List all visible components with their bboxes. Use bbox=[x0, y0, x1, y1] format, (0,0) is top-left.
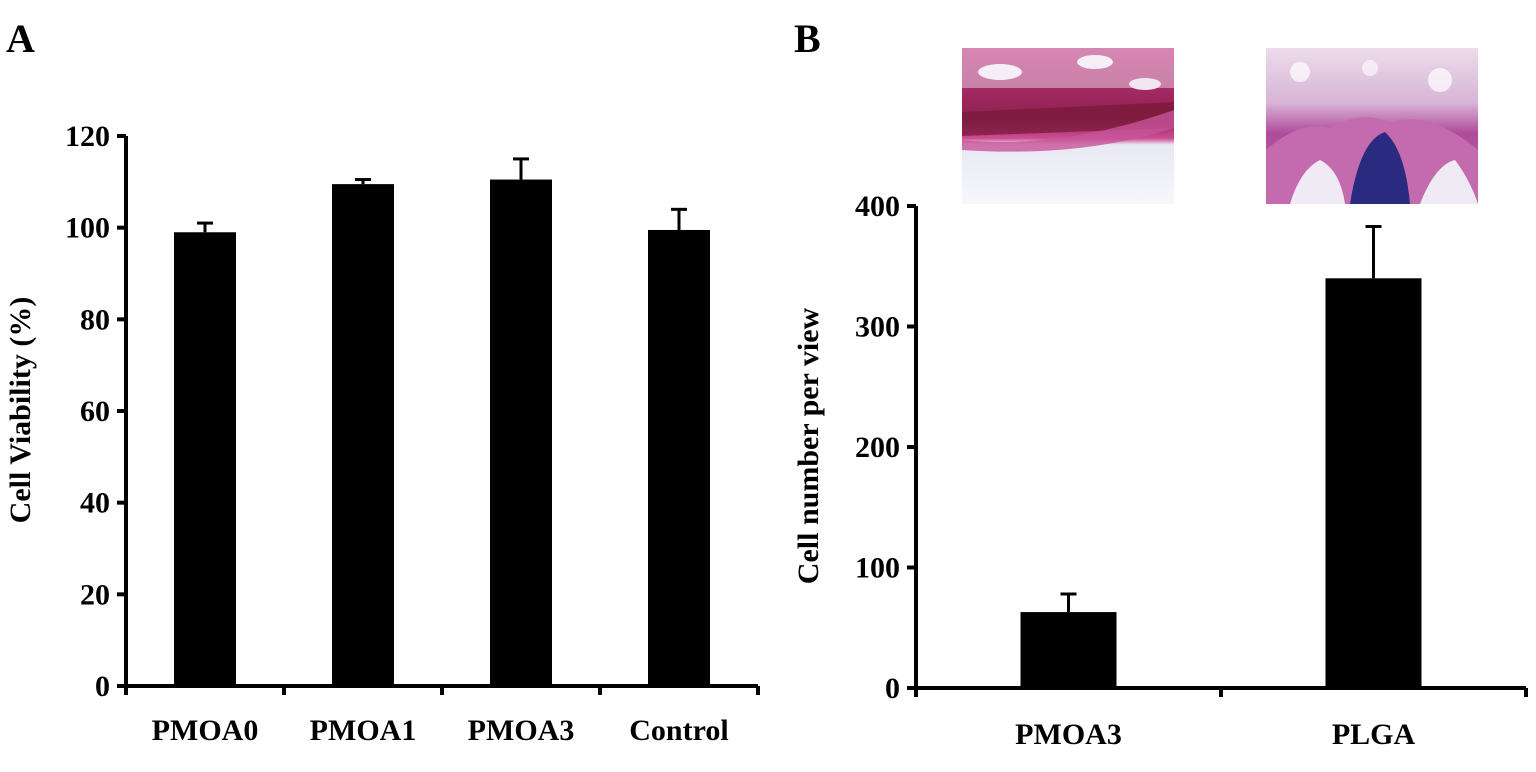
panel-b-bar-pmoa3 bbox=[1020, 612, 1117, 688]
panel-b-category-label: PMOA3 bbox=[1015, 718, 1122, 751]
panel-a-y-tick-label: 40 bbox=[80, 487, 110, 520]
panel-a-bars bbox=[174, 157, 710, 687]
panel-a-bar-pmoa3 bbox=[490, 179, 552, 686]
panel-a-y-tick-label: 120 bbox=[65, 120, 110, 153]
panel-a-category-label: Control bbox=[629, 714, 728, 747]
panel-a-category-label: PMOA3 bbox=[468, 714, 575, 747]
panel-b-bar-plga bbox=[1325, 278, 1422, 688]
panel-b-letter: B bbox=[794, 16, 821, 61]
panel-a-y-tick-label: 60 bbox=[80, 395, 110, 428]
panel-a-letter: A bbox=[6, 16, 35, 61]
panel-a-y-tick-label: 20 bbox=[80, 578, 110, 611]
histology-inset-pmoa3 bbox=[962, 48, 1174, 204]
panel-b-category-label: PLGA bbox=[1332, 718, 1416, 751]
panel-b-axes: 0 100 200 300 400 PMOA3 PLGA bbox=[855, 190, 1528, 751]
panel-a-y-tick-label: 100 bbox=[65, 212, 110, 245]
panel-b-y-tick-label: 0 bbox=[885, 672, 900, 705]
panel-a-bar-control bbox=[648, 229, 710, 687]
histology-inset-plga bbox=[1266, 48, 1478, 204]
panel-a-bar-pmoa0 bbox=[174, 232, 236, 686]
panel-a-y-axis-title: Cell Viability (%) bbox=[4, 297, 37, 524]
panel-b-y-tick-label: 400 bbox=[855, 190, 900, 223]
panel-b-y-axis-title: Cell number per view bbox=[792, 307, 825, 584]
panel-b-bars bbox=[1020, 224, 1422, 688]
panel-a-axes: 0 20 40 60 80 100 120 PMOA0 PMOA1 PMOA3 Control bbox=[65, 120, 760, 747]
panel-a-y-tick-label: 0 bbox=[95, 670, 110, 703]
panel-a-bar-pmoa1 bbox=[332, 184, 394, 686]
panel-b-y-tick-label: 100 bbox=[855, 552, 900, 585]
panel-b-y-tick-label: 200 bbox=[855, 431, 900, 464]
panel-b-insets bbox=[962, 48, 1478, 204]
panel-a-y-tick-label: 80 bbox=[80, 303, 110, 336]
panel-a-category-label: PMOA0 bbox=[152, 714, 259, 747]
panel-a-category-label: PMOA1 bbox=[310, 714, 417, 747]
panel-b-y-tick-label: 300 bbox=[855, 311, 900, 344]
